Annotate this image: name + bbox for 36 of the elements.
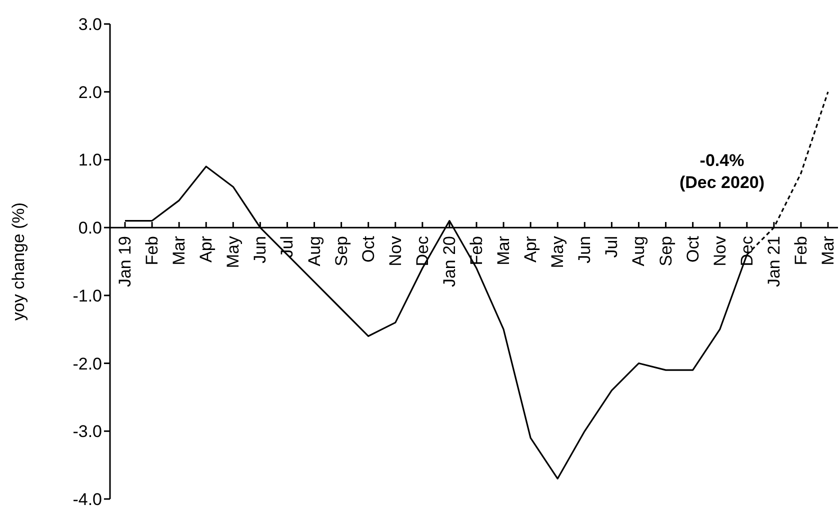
y-tick-label: -3.0 (72, 422, 102, 442)
y-tick-label: 2.0 (78, 82, 102, 102)
x-tick-label: Mar (818, 236, 838, 266)
x-tick-label: Jan 19 (116, 236, 134, 288)
x-tick-label: Mar (494, 236, 514, 266)
y-tick-label: -4.0 (72, 490, 102, 509)
x-tick-label: May (548, 236, 568, 268)
x-tick-label: Feb (142, 236, 162, 266)
x-tick-label: Jun (250, 236, 270, 264)
annotation: -0.4% (Dec 2020) (678, 150, 766, 194)
y-axis-title: yoy change (%) (9, 202, 28, 321)
x-tick-label: May (224, 236, 243, 268)
x-tick-label: Apr (196, 236, 216, 262)
x-tick-label: Jan 20 (440, 236, 459, 288)
x-tick-label: Sep (656, 236, 676, 266)
x-tick-label: Jul (278, 236, 297, 258)
x-tick-label: Aug (304, 236, 324, 266)
y-tick-label: -1.0 (72, 286, 102, 306)
x-tick-label: Nov (386, 236, 405, 266)
y-tick-label: 0.0 (78, 218, 102, 238)
y-tick-label: 3.0 (78, 15, 102, 34)
x-tick-label: Oct (358, 236, 378, 262)
x-tick-label: Aug (629, 236, 648, 266)
x-tick-label: Nov (710, 236, 730, 266)
x-tick-label: Jun (575, 236, 594, 264)
x-tick-label: Feb (467, 236, 486, 266)
x-tick-label: Oct (683, 236, 702, 262)
x-tick-label: Sep (332, 236, 351, 266)
y-tick-label: 1.0 (78, 150, 102, 170)
x-tick-label: Dec (412, 236, 432, 266)
x-tick-label: Feb (791, 236, 810, 266)
x-tick-label: Mar (170, 236, 189, 266)
x-tick-label: Apr (521, 236, 540, 262)
x-tick-label: Jan 21 (764, 236, 784, 288)
x-tick-label: Jul (602, 236, 622, 258)
y-tick-label: -2.0 (72, 354, 102, 374)
